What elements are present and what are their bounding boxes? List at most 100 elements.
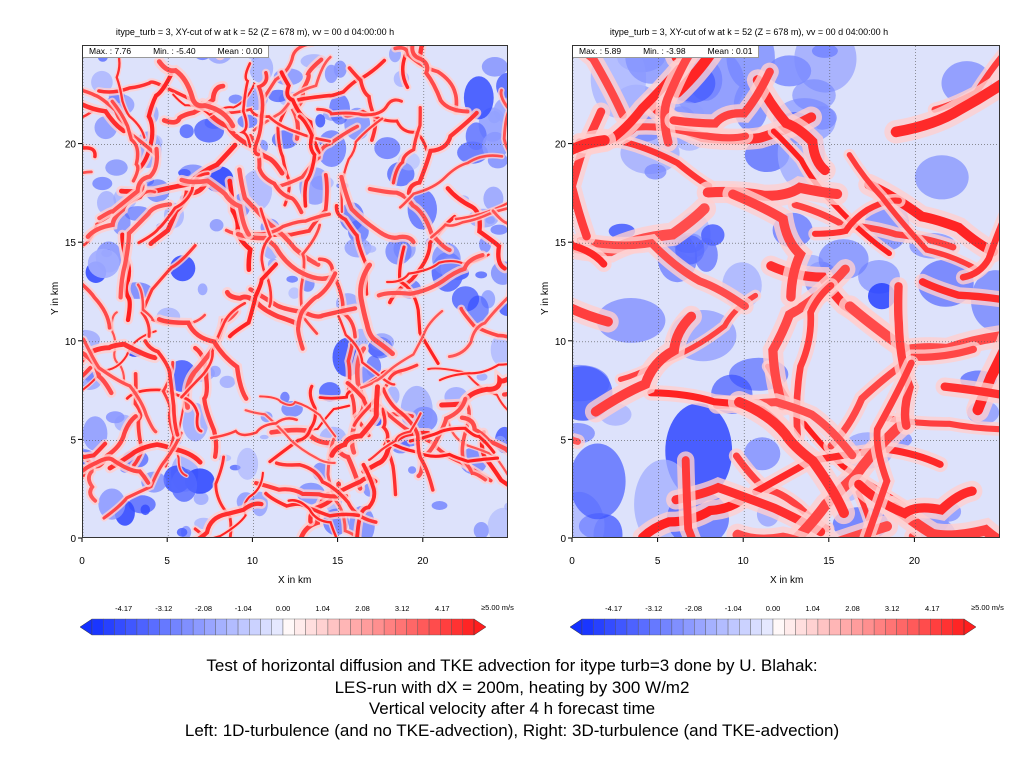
colorbar-unit: ≥5.00 m/s: [481, 603, 514, 612]
updraft-line: [97, 146, 160, 221]
updraft-line: [83, 456, 151, 485]
downdraft-region: [105, 411, 125, 424]
updraft-line: [491, 209, 507, 226]
colorbar-cell: [682, 618, 695, 636]
y-tick-label: 0: [560, 534, 566, 545]
updraft-line: [888, 502, 999, 537]
colorbar-tick-label: -4.17: [605, 604, 623, 613]
updraft-line: [445, 186, 507, 271]
updraft-line: [376, 253, 485, 298]
y-tick-label: 5: [560, 435, 566, 446]
colorbar-cell: [694, 618, 706, 636]
updraft-line: [143, 339, 180, 437]
y-axis-label: Y in km: [540, 281, 551, 315]
updraft-line: [454, 202, 507, 221]
updraft-line: [427, 367, 507, 411]
colorbar-cell: [772, 618, 785, 636]
colorbar-cell: [383, 618, 396, 636]
updraft-line: [438, 363, 507, 382]
caption-line-1: Test of horizontal diffusion and TKE adv…: [206, 656, 818, 675]
chart-axes: 0 5 10 15 20 0 5 10 15 20: [555, 140, 921, 567]
vertical-velocity-heatmap: [573, 46, 999, 537]
downdraft-region: [644, 163, 667, 180]
colorbar-cell: [727, 618, 740, 636]
updraft-line: [254, 481, 349, 499]
downdraft-region: [488, 111, 501, 124]
updraft-line: [274, 461, 378, 524]
downdraft-region: [476, 373, 488, 381]
updraft-line: [669, 67, 774, 128]
colorbar-cell: [417, 618, 430, 636]
colorbar-cell: [581, 618, 594, 636]
updraft-line: [391, 105, 422, 185]
updraft-line: [156, 59, 236, 129]
colorbar-cell: [918, 618, 931, 636]
y-tick-label: 10: [555, 337, 567, 348]
updraft-line: [262, 46, 308, 100]
chart-title: itype_turb = 3, XY-cut of w at k = 52 (Z…: [115, 27, 395, 37]
downdraft-region: [792, 79, 836, 112]
colorbar-cell: [260, 618, 272, 636]
colorbar-cell: [451, 618, 463, 636]
updraft-line: [827, 345, 977, 450]
updraft-line: [297, 114, 317, 208]
caption-line-2: LES-run with dX = 200m, heating by 300 W…: [334, 677, 690, 697]
colorbar-cell: [136, 618, 149, 636]
y-axis-label: Y in km: [50, 281, 61, 315]
heatmap-plot-area: Max. : 5.89 Min. : -3.98 Mean : 0.01: [572, 45, 1000, 538]
updraft-line: [400, 46, 411, 90]
updraft-line: [728, 189, 806, 302]
colorbar-cell: [327, 618, 340, 636]
colorbar-cell: [440, 618, 452, 636]
updraft-line: [393, 46, 459, 113]
updraft-line: [161, 83, 226, 125]
downdraft-region: [236, 447, 259, 480]
stat-max: Max. : 7.76: [89, 46, 132, 56]
colorbar-cell: [851, 618, 864, 636]
updraft-line: [660, 46, 703, 147]
colorbar-tick-label: -2.08: [684, 604, 703, 613]
updraft-line: [381, 387, 435, 492]
updraft-line: [329, 384, 380, 458]
colorbar-tick-label: -4.17: [115, 604, 133, 613]
downdraft-region: [219, 375, 236, 388]
downdraft-region: [465, 122, 487, 150]
stat-max: Max. : 5.89: [579, 46, 622, 56]
colorbar-cell: [170, 618, 183, 636]
y-tick-label: 15: [65, 238, 77, 249]
colorbar-cell: [952, 618, 965, 636]
chart-axes: 0 5 10 15 20 0 5 10 15 20: [65, 140, 429, 567]
downdraft-region: [87, 248, 120, 279]
x-tick-label: 10: [738, 556, 750, 567]
downdraft-region: [324, 64, 338, 83]
y-tick-label: 0: [70, 534, 76, 545]
updraft-line: [734, 397, 849, 519]
downdraft-region: [744, 437, 781, 471]
updraft-line: [590, 311, 697, 417]
downdraft-region: [315, 114, 326, 128]
updraft-line: [791, 201, 957, 251]
colorbar-cell: [271, 618, 284, 636]
updraft-line: [355, 462, 377, 537]
colorbar-cell: [873, 618, 886, 636]
updraft-line: [239, 62, 252, 148]
downdraft-region: [259, 434, 269, 440]
caption-line-4: Left: 1D-turbulence (and no TKE-advectio…: [184, 720, 840, 740]
downdraft-region: [868, 283, 896, 310]
colorbar-cell: [615, 618, 628, 636]
downdraft-region: [914, 155, 969, 200]
updraft-line: [337, 315, 396, 386]
updraft-line: [83, 282, 112, 330]
downdraft-region: [482, 131, 507, 160]
colorbar-cell: [361, 618, 374, 636]
downdraft-region: [485, 216, 495, 224]
colorbar-cell: [159, 618, 171, 636]
downdraft-region: [92, 176, 113, 191]
colorbar-cell: [305, 618, 317, 636]
colorbar-cell: [406, 618, 419, 636]
downdraft-region: [178, 169, 191, 177]
downdraft-region: [128, 495, 156, 514]
colorbar-cell: [907, 618, 920, 636]
updraft-line: [358, 262, 395, 357]
colorbar-cell: [896, 618, 909, 636]
